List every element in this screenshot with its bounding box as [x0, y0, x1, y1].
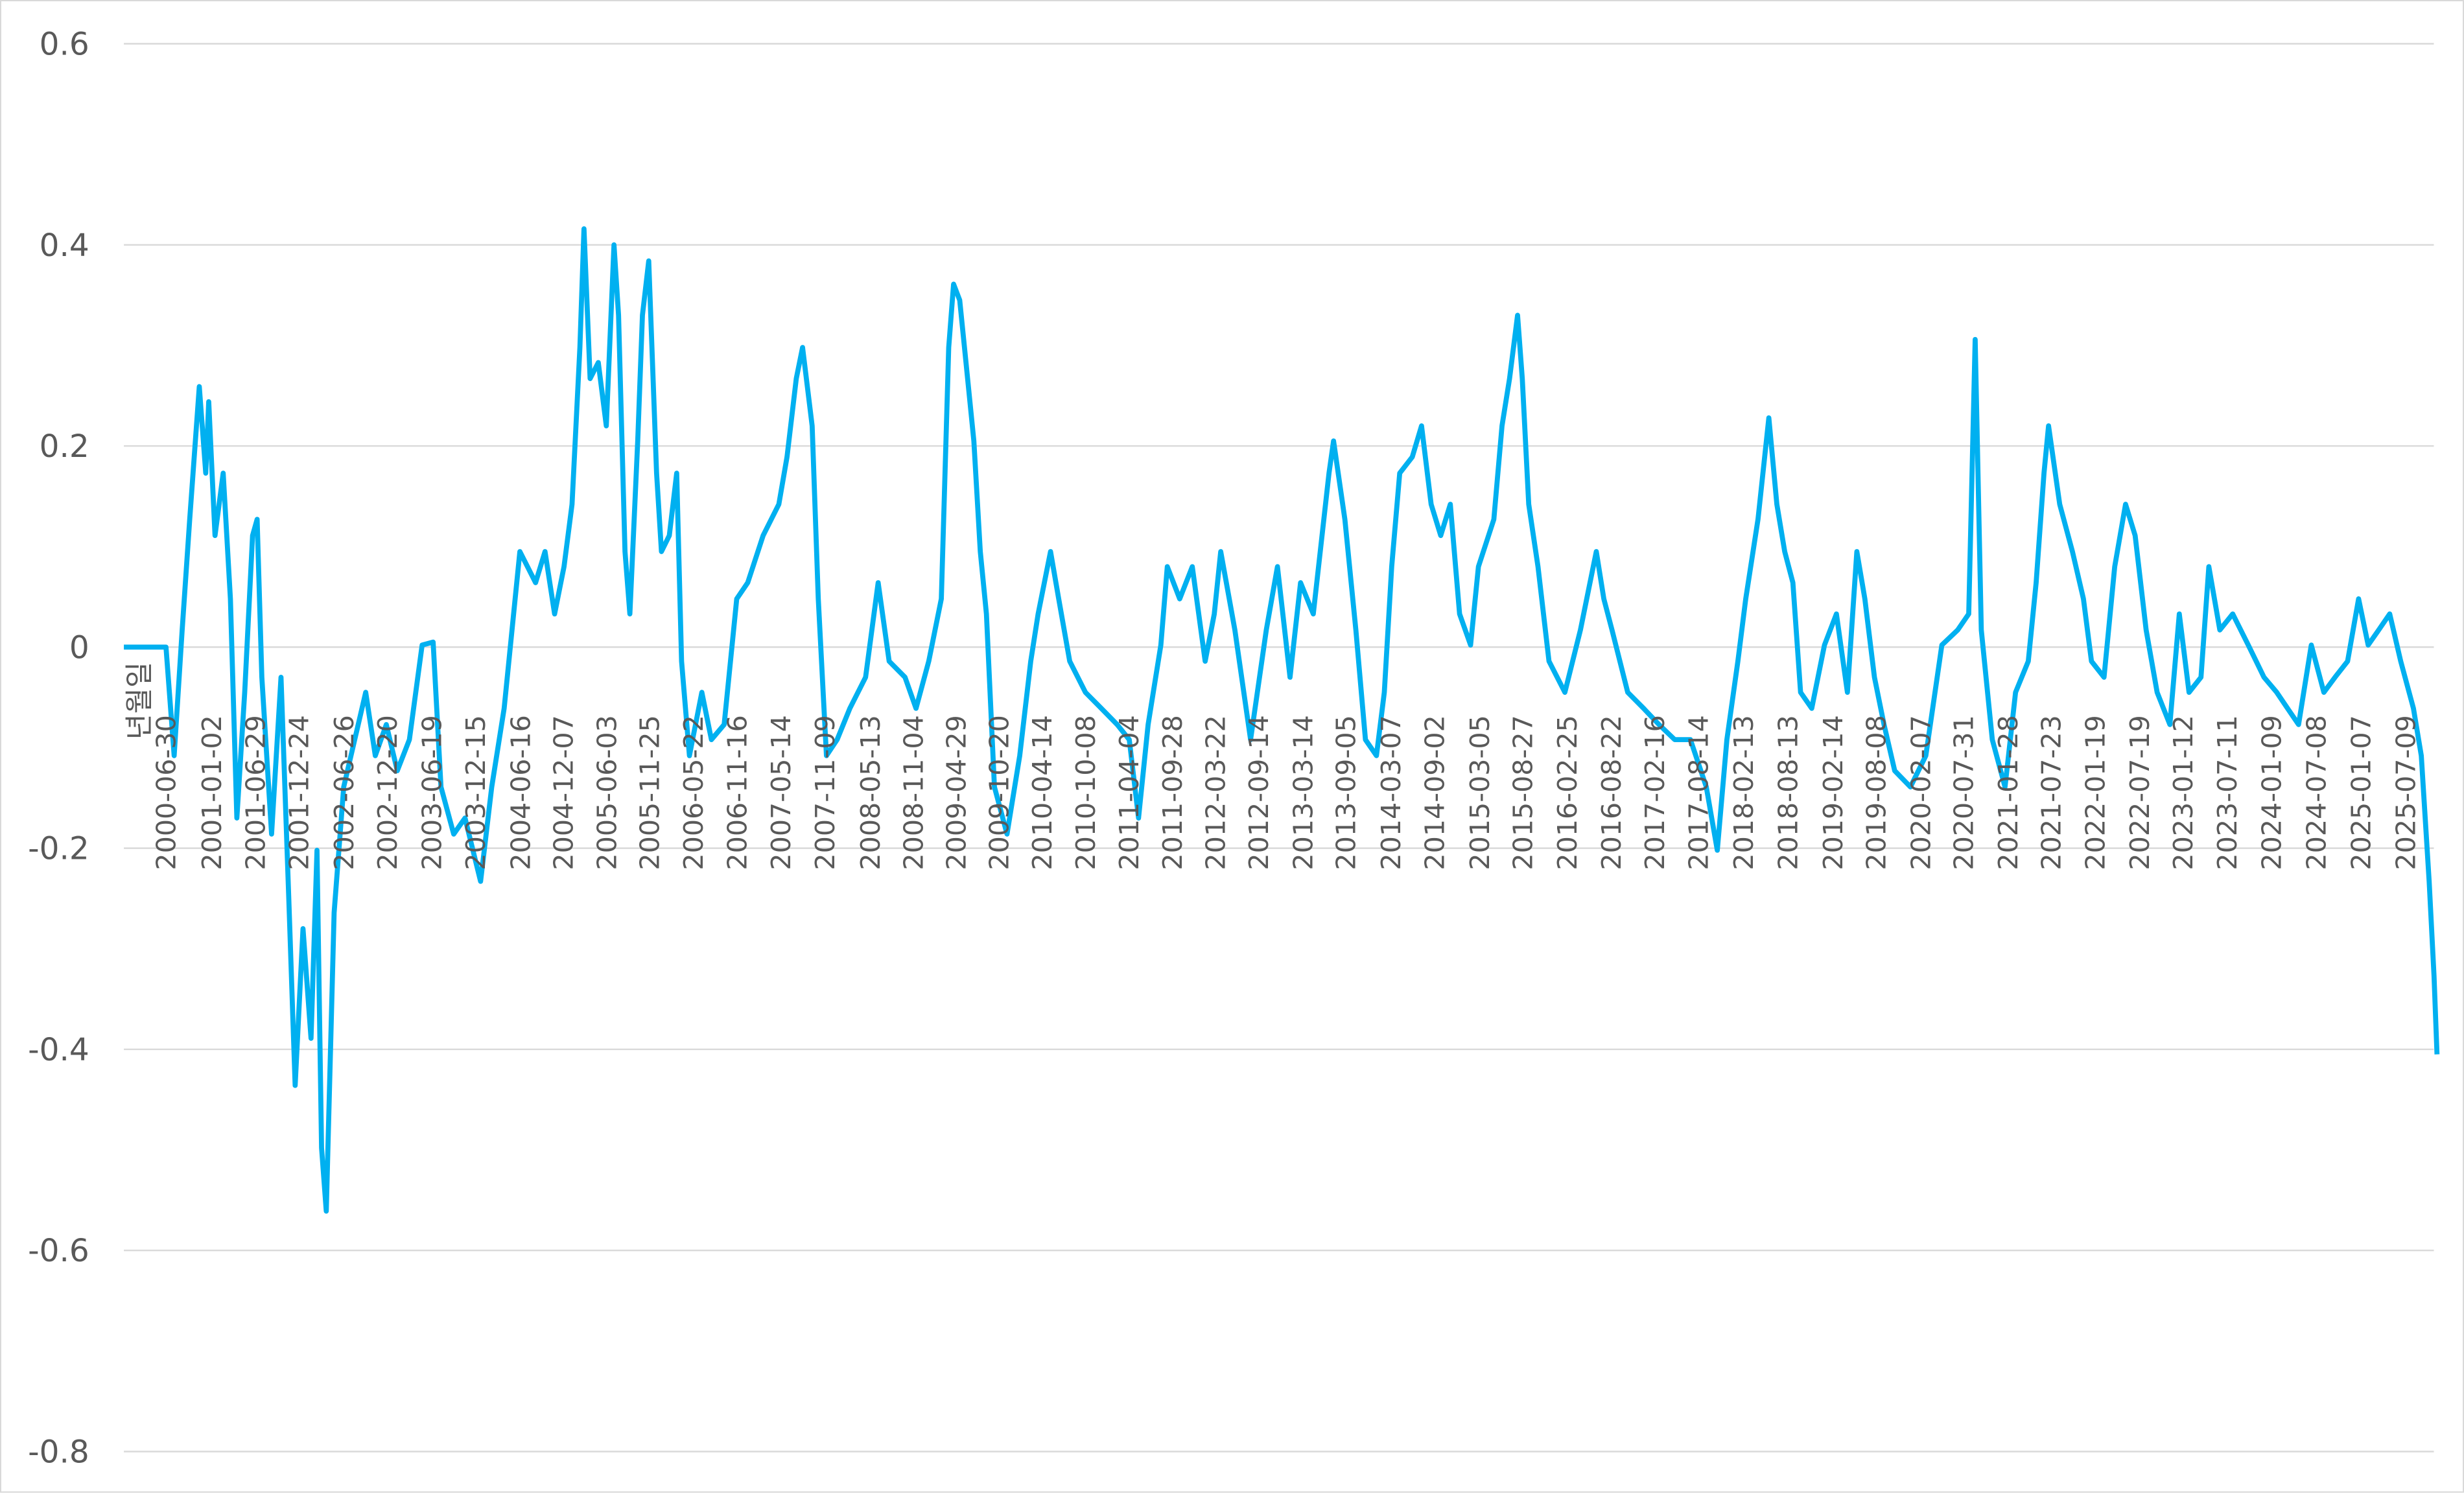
- x-tick-label: 2001-12-24: [283, 715, 314, 870]
- x-axis-title: 년월일: [124, 662, 156, 740]
- x-tick-label: 2002-12-20: [372, 715, 403, 870]
- x-tick-label: 2007-11-09: [810, 715, 841, 870]
- x-tick-label: 2024-07-08: [2301, 715, 2332, 870]
- x-tick-label: 2014-03-07: [1376, 715, 1407, 870]
- y-tick-label: -0.6: [28, 1233, 89, 1269]
- x-tick-label: 2001-06-29: [240, 715, 271, 870]
- x-tick-label: 2015-08-27: [1507, 715, 1538, 870]
- x-tick-label: 2013-09-05: [1331, 715, 1362, 870]
- x-tick-label: 2020-02-07: [1906, 715, 1937, 870]
- x-tick-label: 2002-06-26: [329, 715, 360, 870]
- x-tick-label: 2019-08-08: [1860, 715, 1892, 870]
- x-tick-label: 2004-06-16: [506, 715, 537, 870]
- x-tick-label: 2019-02-14: [1818, 715, 1849, 870]
- y-tick-label: -0.8: [28, 1434, 89, 1470]
- x-tick-label: 2022-07-19: [2124, 715, 2155, 870]
- x-tick-label: 2011-04-04: [1114, 715, 1145, 870]
- x-tick-label: 2008-05-13: [855, 715, 886, 870]
- x-tick-label: 2022-01-19: [2080, 715, 2111, 870]
- x-tick-label: 2018-08-13: [1772, 715, 1803, 870]
- y-axis-ticks: 0.6 0.4 0.2 0 -0.2 -0.4 -0.6 -0.8: [28, 26, 89, 1470]
- x-tick-label: 2024-01-09: [2257, 715, 2288, 870]
- x-tick-label: 2014-09-02: [1420, 715, 1451, 870]
- x-tick-label: 2005-11-25: [635, 715, 666, 870]
- x-tick-label: 2020-07-31: [1949, 715, 1980, 870]
- x-tick-label: 2010-04-14: [1027, 715, 1058, 870]
- x-tick-label: 2017-08-14: [1684, 715, 1715, 870]
- x-tick-label: 2016-08-22: [1596, 715, 1627, 870]
- x-tick-label: 2011-09-28: [1157, 715, 1188, 870]
- y-tick-label: 0: [69, 629, 89, 666]
- x-tick-label: 2009-04-29: [941, 715, 972, 870]
- x-tick-label: 2012-09-14: [1243, 715, 1274, 870]
- x-tick-label: 2021-07-23: [2036, 715, 2067, 870]
- y-tick-label: 0.6: [40, 26, 89, 62]
- x-tick-label: 2012-03-22: [1201, 715, 1232, 870]
- y-tick-label: -0.4: [28, 1032, 89, 1068]
- x-tick-label: 2025-01-07: [2345, 715, 2376, 870]
- x-tick-label: 2006-11-16: [722, 715, 753, 870]
- x-tick-label: 2023-07-11: [2212, 715, 2243, 870]
- x-tick-label: 2018-02-13: [1728, 715, 1759, 870]
- x-tick-label: 2025-07-09: [2390, 715, 2421, 870]
- x-tick-label: 2013-03-14: [1287, 715, 1319, 870]
- x-tick-label: 2017-02-16: [1639, 715, 1671, 870]
- y-tick-label: 0.4: [40, 228, 89, 264]
- x-tick-label: 2004-12-07: [548, 715, 579, 870]
- x-tick-label: 2009-10-20: [983, 715, 1015, 870]
- x-tick-label: 2003-12-15: [460, 715, 491, 870]
- x-tick-label: 2006-05-22: [678, 715, 709, 870]
- x-tick-label: 2003-06-19: [417, 715, 448, 870]
- y-tick-label: 0.2: [40, 428, 89, 465]
- x-axis-ticks: 2000-06-30 2001-01-02 2001-06-29 2001-12-24…: [151, 715, 2422, 870]
- x-tick-label: 2007-05-14: [766, 715, 797, 870]
- x-tick-label: 2021-01-28: [1993, 715, 2024, 870]
- x-tick-label: 2005-06-03: [592, 715, 623, 870]
- x-tick-label: 2023-01-12: [2168, 715, 2199, 870]
- x-tick-label: 2008-11-04: [898, 715, 929, 870]
- x-tick-label: 2015-03-05: [1464, 715, 1496, 870]
- series-line: [124, 226, 2440, 1214]
- series-layer: [124, 226, 2440, 1214]
- x-tick-label: 2010-10-08: [1070, 715, 1101, 870]
- x-tick-label: 2016-02-25: [1552, 715, 1583, 870]
- x-tick-label: 2001-01-02: [196, 715, 228, 870]
- y-tick-label: -0.2: [28, 831, 89, 867]
- x-tick-label: 2000-06-30: [151, 715, 182, 870]
